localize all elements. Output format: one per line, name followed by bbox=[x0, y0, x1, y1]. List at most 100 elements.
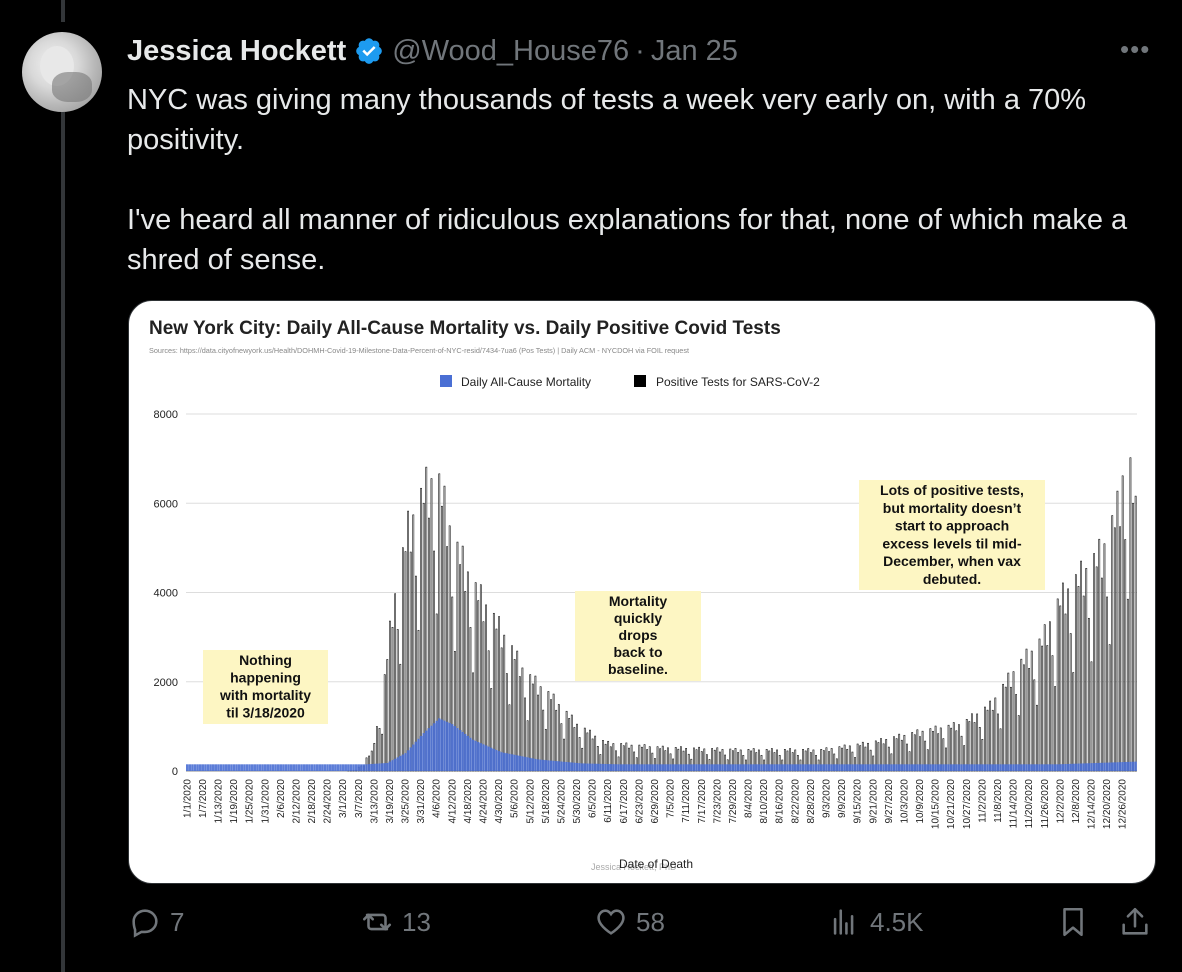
separator-dot: · bbox=[635, 34, 645, 67]
mortality-bar bbox=[284, 764, 288, 771]
annotation-box bbox=[575, 591, 701, 681]
mortality-bar bbox=[926, 764, 929, 771]
positive-tests-bar bbox=[997, 713, 999, 772]
x-tick-label: 2/18/2020 bbox=[307, 779, 318, 824]
mortality-bar bbox=[1017, 764, 1020, 771]
x-tick-label: 4/30/2020 bbox=[494, 779, 505, 824]
mortality-bar bbox=[918, 764, 922, 771]
mortality-bar bbox=[757, 764, 761, 771]
chart-image-card[interactable]: New York City: Daily All-Cause Mortality… bbox=[128, 300, 1156, 884]
mortality-bar bbox=[944, 764, 948, 771]
positive-tests-bar bbox=[965, 718, 968, 772]
mortality-bar bbox=[222, 764, 225, 771]
legend-swatch-mortality bbox=[440, 375, 452, 387]
mortality-bar bbox=[638, 764, 641, 771]
mortality-bar bbox=[219, 764, 223, 771]
annotation-line: til 3/18/2020 bbox=[226, 705, 305, 721]
positive-tests-bar bbox=[1051, 655, 1054, 772]
tweet-date[interactable]: Jan 25 bbox=[650, 34, 738, 67]
mortality-bar bbox=[253, 764, 257, 771]
mortality-bar bbox=[196, 764, 199, 771]
x-tick-label: 2/12/2020 bbox=[291, 779, 302, 824]
mortality-bar bbox=[934, 764, 937, 771]
mortality-bar bbox=[500, 752, 503, 771]
mortality-bar bbox=[716, 764, 719, 771]
positive-tests-bar bbox=[531, 683, 534, 772]
views-button[interactable]: 4.5K bbox=[828, 905, 924, 939]
mortality-bar bbox=[856, 764, 859, 771]
thread-line bbox=[61, 112, 65, 972]
mortality-bar bbox=[858, 764, 862, 771]
chart-watermark: Jessica Hockett, PhD bbox=[591, 862, 677, 872]
thread-line bbox=[61, 0, 65, 22]
x-tick-label: 10/9/2020 bbox=[915, 779, 926, 824]
positive-tests-bar bbox=[1069, 633, 1072, 772]
legend-swatch-tests bbox=[634, 375, 646, 387]
author-name[interactable]: Jessica Hockett bbox=[127, 34, 347, 67]
mortality-bar bbox=[541, 759, 545, 771]
mortality-bar bbox=[186, 764, 189, 771]
mortality-bar bbox=[544, 760, 548, 771]
x-tick-label: 6/11/2020 bbox=[603, 779, 614, 823]
positive-tests-bar bbox=[422, 502, 425, 772]
mortality-bar bbox=[539, 759, 542, 771]
positive-tests-bar bbox=[1126, 598, 1129, 772]
positive-tests-bar bbox=[991, 709, 994, 772]
mortality-bar bbox=[386, 762, 389, 771]
avatar[interactable] bbox=[22, 32, 102, 112]
mortality-bar bbox=[362, 764, 366, 771]
positive-tests-bar bbox=[968, 721, 971, 772]
mortality-bar bbox=[334, 764, 337, 771]
share-button[interactable] bbox=[1118, 905, 1152, 939]
like-button[interactable]: 58 bbox=[594, 905, 665, 939]
more-options-icon[interactable]: ••• bbox=[1120, 34, 1151, 64]
mortality-bar bbox=[931, 764, 935, 771]
verified-badge-icon[interactable] bbox=[354, 36, 384, 66]
mortality-bar bbox=[913, 764, 917, 771]
mortality-bar bbox=[1069, 763, 1072, 771]
y-tick-label: 2000 bbox=[154, 677, 178, 689]
mortality-bar bbox=[593, 763, 597, 771]
mortality-bar bbox=[331, 764, 334, 771]
mortality-bar bbox=[573, 762, 576, 771]
mortality-bar bbox=[554, 761, 558, 771]
positive-tests-bar bbox=[425, 466, 428, 772]
annotation-line: quickly bbox=[614, 610, 662, 626]
positive-tests-bar bbox=[1085, 568, 1088, 772]
positive-tests-bar bbox=[1116, 490, 1119, 772]
mortality-bar bbox=[341, 764, 345, 771]
mortality-bar bbox=[412, 744, 415, 771]
x-tick-label: 1/25/2020 bbox=[245, 779, 256, 824]
retweet-button[interactable]: 13 bbox=[360, 905, 431, 939]
mortality-bar bbox=[453, 726, 457, 771]
mortality-bar bbox=[1014, 764, 1018, 771]
mortality-bar bbox=[851, 764, 854, 771]
positive-tests-bar bbox=[994, 697, 997, 772]
x-tick-label: 6/17/2020 bbox=[619, 779, 630, 824]
positive-tests-bar bbox=[1067, 588, 1069, 772]
mortality-bar bbox=[193, 764, 197, 771]
positive-tests-bar bbox=[971, 713, 973, 772]
mortality-bar bbox=[942, 764, 945, 771]
bookmark-button[interactable] bbox=[1056, 905, 1090, 939]
mortality-bar bbox=[975, 764, 979, 771]
x-tick-label: 1/7/2020 bbox=[198, 779, 209, 818]
mortality-bar bbox=[695, 764, 698, 771]
mortality-bar bbox=[217, 764, 220, 771]
mortality-bar bbox=[604, 763, 607, 771]
annotation-line: start to approach bbox=[895, 518, 1009, 534]
author-handle[interactable]: @Wood_House76 bbox=[392, 34, 630, 67]
mortality-bar bbox=[1131, 761, 1135, 771]
x-tick-label: 5/30/2020 bbox=[572, 779, 583, 824]
mortality-bar bbox=[404, 753, 407, 771]
mortality-bar bbox=[890, 764, 893, 771]
positive-tests-bar bbox=[1093, 553, 1095, 772]
mortality-bar bbox=[349, 764, 353, 771]
positive-tests-bar bbox=[976, 713, 979, 772]
reply-button[interactable]: 7 bbox=[128, 905, 184, 939]
mortality-bar bbox=[952, 764, 955, 771]
mortality-bar bbox=[575, 762, 579, 771]
mortality-bar bbox=[297, 764, 301, 771]
mortality-bar bbox=[495, 749, 498, 771]
mortality-bar bbox=[373, 763, 376, 771]
